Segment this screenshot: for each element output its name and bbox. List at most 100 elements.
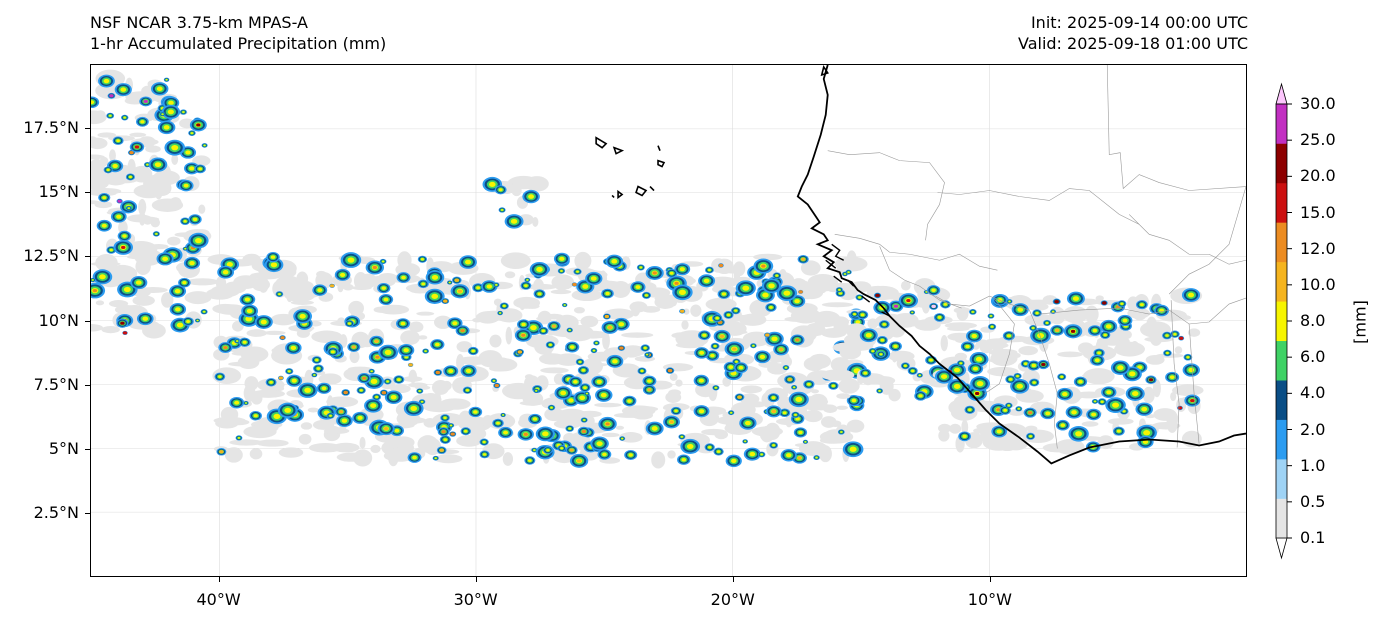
precip-light [95, 300, 105, 306]
precip-cell [535, 390, 538, 392]
precip-cell [162, 256, 169, 262]
precip-cell [972, 366, 979, 371]
colorbar [1275, 82, 1292, 560]
precip-core [1041, 362, 1046, 367]
precip-cell [1060, 375, 1064, 378]
precip-core [329, 284, 335, 288]
precip-cell [680, 435, 684, 438]
precip-light [1082, 373, 1105, 379]
precip-cell [135, 280, 142, 285]
lon-tick-label: 30°W [453, 590, 498, 609]
precip-core [460, 329, 465, 333]
precip-light [836, 405, 848, 410]
precip-light [373, 306, 388, 313]
precip-cell [674, 409, 678, 413]
precip-cell [401, 275, 406, 280]
precip-core [122, 331, 128, 335]
country-border [937, 188, 1140, 225]
colorbar-level-label: 6.0 [1300, 347, 1326, 367]
precip-core [109, 94, 114, 98]
precip-cell [1132, 391, 1139, 397]
precip-cell [155, 232, 158, 235]
precip-light [537, 310, 552, 325]
precip-cell [449, 424, 453, 427]
precip-core [718, 263, 724, 268]
precip-core [581, 429, 587, 434]
precip-cell [858, 296, 861, 299]
precip-cell [734, 309, 738, 312]
precip-cell [563, 304, 566, 306]
precip-core [996, 408, 1001, 412]
precip-cell [798, 430, 803, 435]
precip-core [408, 363, 413, 367]
precip-light [1026, 302, 1049, 311]
precip-cell [769, 305, 773, 309]
precip-light [307, 407, 319, 413]
precip-light [1170, 391, 1177, 402]
precip-cell [443, 416, 447, 420]
precip-cell [400, 321, 406, 326]
precip-cell [1122, 318, 1128, 323]
precip-cell [1091, 412, 1097, 417]
precip-cell [1120, 302, 1124, 305]
precip-core [219, 450, 224, 454]
precip-light [240, 346, 269, 363]
lat-tick-mark [85, 448, 90, 450]
precip-cell [1060, 423, 1066, 428]
precip-cell [804, 441, 807, 443]
precip-light [186, 278, 219, 286]
init-time: Init: 2025-09-14 00:00 UTC [1030, 13, 1248, 32]
precip-core [517, 350, 523, 354]
precip-cell [965, 344, 970, 349]
precip-core [1177, 406, 1183, 410]
precip-cell [1112, 402, 1120, 408]
precip-light [820, 416, 837, 428]
precip-cell [1097, 351, 1101, 355]
precip-cell [502, 414, 505, 416]
precip-cell [347, 257, 355, 263]
precip-core [576, 459, 582, 463]
precip-light [348, 300, 364, 316]
precip-light [846, 343, 867, 351]
precip-cell [315, 358, 319, 362]
colorbar-level-label: 1.0 [1300, 455, 1326, 475]
precip-cell [865, 332, 872, 338]
precip-cell [582, 284, 589, 289]
precip-core [787, 377, 793, 382]
precip-cell [1186, 356, 1190, 359]
precip-cell [879, 353, 883, 356]
precip-light [690, 304, 702, 317]
precip-cell [394, 428, 400, 433]
precip-light [1018, 346, 1038, 356]
precip-light [740, 385, 763, 394]
precip-core [441, 430, 446, 434]
colorbar-extend-low [1275, 537, 1288, 560]
precip-cell [236, 340, 239, 342]
precip-cell [270, 262, 278, 268]
colorbar-level-label: 0.5 [1300, 491, 1326, 511]
precip-cell [203, 144, 206, 147]
precip-cell [242, 340, 247, 344]
precip-cell [1071, 410, 1077, 415]
precip-light [184, 291, 212, 305]
precip-cell [735, 360, 738, 363]
precip-light [544, 313, 564, 320]
precip-light [504, 271, 516, 279]
precip-core [604, 314, 610, 319]
precip-light [1101, 339, 1131, 345]
precip-cell [244, 297, 251, 302]
precip-light [271, 347, 283, 354]
precip-cell [989, 315, 993, 317]
colorbar-extend-high [1275, 82, 1288, 105]
precip-core [439, 448, 444, 452]
precip-light [256, 439, 289, 447]
lon-tick-label: 20°W [710, 590, 755, 609]
precip-cell [576, 270, 579, 273]
precip-cell [1017, 307, 1024, 312]
precip-light [409, 321, 424, 333]
country-border [827, 150, 945, 241]
precip-light [316, 270, 327, 278]
colorbar-segment [1276, 261, 1287, 302]
precip-cell [431, 274, 439, 280]
precip-core [435, 370, 441, 375]
